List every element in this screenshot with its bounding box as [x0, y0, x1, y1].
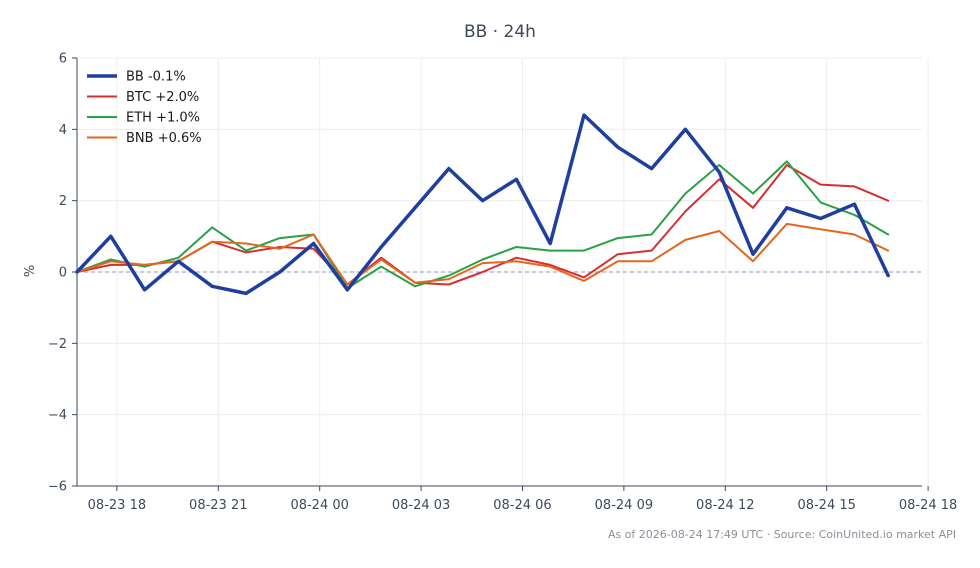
series-line-0 [75, 113, 890, 296]
x-tick-label: 08-23 21 [189, 498, 247, 513]
x-tick-label: 08-24 03 [392, 498, 450, 513]
series-line-2 [76, 160, 890, 290]
chart-title: BB · 24h [464, 22, 536, 42]
y-tick-label: −6 [48, 480, 67, 495]
legend-label: BB -0.1% [126, 70, 186, 85]
x-tick-label: 08-24 06 [493, 498, 551, 513]
series-line-3 [76, 222, 890, 286]
legend-label: BNB +0.6% [126, 131, 202, 146]
x-tick-label: 08-24 15 [797, 498, 855, 513]
x-tick-label: 08-24 12 [696, 498, 754, 513]
x-tick-label: 08-23 18 [88, 498, 146, 513]
y-tick-label: 0 [59, 266, 67, 281]
axes: −6 −4 −2 0 2 4 6 08-23 18 08-23 21 08-24 00 08-24 … [48, 52, 957, 514]
legend-label: ETH +1.0% [126, 111, 200, 126]
x-tick-label: 08-24 00 [290, 498, 348, 513]
y-tick-label: 6 [59, 52, 67, 67]
x-tick-label: 08-24 18 [899, 498, 957, 513]
legend-label: BTC +2.0% [126, 90, 199, 105]
series-line-1 [76, 164, 890, 286]
y-tick-label: −2 [48, 337, 67, 352]
y-tick-label: 2 [59, 194, 67, 209]
y-tick-label: 4 [59, 123, 67, 138]
footer-source-note: As of 2026-08-24 17:49 UTC · Source: Coi… [608, 528, 956, 541]
x-tick-label: 08-24 09 [595, 498, 653, 513]
series-lines [75, 113, 890, 296]
y-tick-label: −4 [48, 408, 67, 423]
y-axis-label: % [23, 265, 38, 277]
legend: BB -0.1% BTC +2.0% ETH +1.0% BNB +0.6% [87, 70, 202, 146]
